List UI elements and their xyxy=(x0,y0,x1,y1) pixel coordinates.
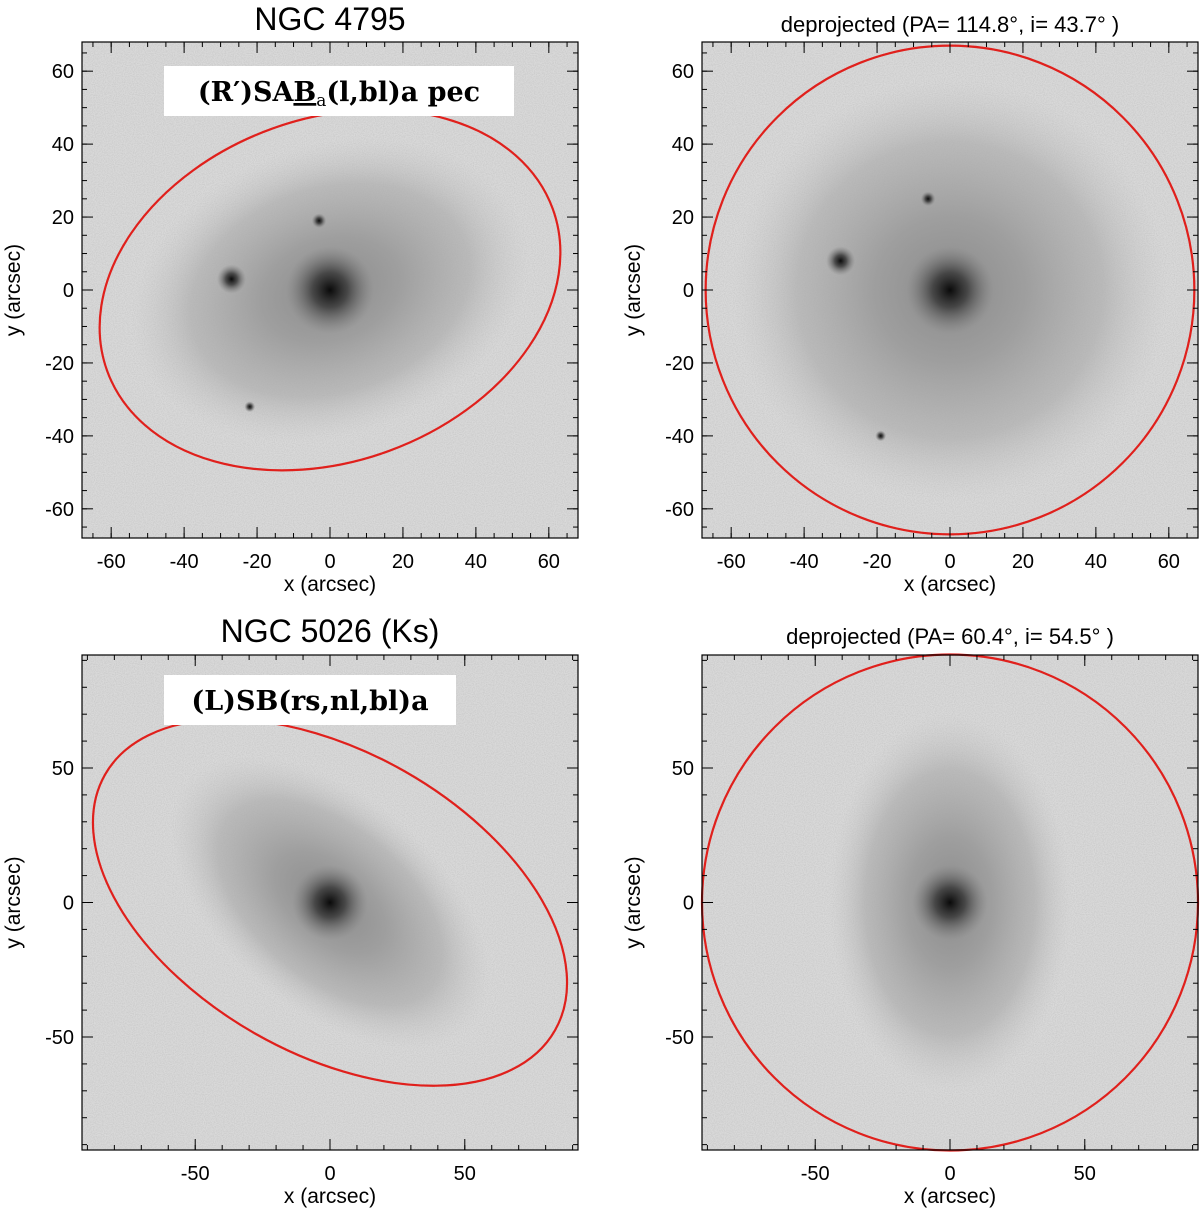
y-tick-label: 0 xyxy=(683,893,694,915)
x-tick-label: 60 xyxy=(538,551,560,573)
classification-label: (R′)SABa(l,bl)a pec xyxy=(198,77,480,111)
y-tick-label: 20 xyxy=(672,207,694,229)
x-axis-label: x (arcsec) xyxy=(904,573,996,596)
image-source xyxy=(216,264,247,294)
classification-prefix: (L)SB(rs,nl,bl)a xyxy=(191,686,428,717)
classification-box xyxy=(164,675,456,725)
x-tick-label: -50 xyxy=(801,1163,830,1185)
y-tick-label: -60 xyxy=(45,499,74,521)
y-tick-label: -40 xyxy=(45,426,74,448)
x-tick-label: -60 xyxy=(717,551,746,573)
fit-ellipse xyxy=(98,108,562,472)
y-tick-label: -50 xyxy=(665,1027,694,1049)
y-tick-label: 0 xyxy=(63,893,74,915)
classification-bar-subscript: a xyxy=(316,91,326,111)
panel-title: deprojected (PA= 114.8°, i= 43.7° ) xyxy=(781,12,1119,37)
classification-box xyxy=(164,66,514,116)
x-tick-label: -50 xyxy=(181,1163,210,1185)
image-source xyxy=(244,401,256,413)
y-tick-label: -40 xyxy=(665,426,694,448)
y-tick-label: 40 xyxy=(52,134,74,156)
x-axis-label: x (arcsec) xyxy=(284,1185,376,1208)
image-source xyxy=(311,213,327,229)
x-axis-label: x (arcsec) xyxy=(284,573,376,596)
galaxy-nucleus xyxy=(286,246,374,334)
x-tick-label: 0 xyxy=(944,551,955,573)
classification-prefix: (R′)SA xyxy=(198,77,295,108)
y-tick-label: 40 xyxy=(672,134,694,156)
x-tick-label: 50 xyxy=(1074,1163,1096,1185)
panel-ngc4795-deprojected: -60 -40 -20 0 20 40 60 -60 -40 -20 0 20 40 60 x (arcse… xyxy=(622,12,1199,596)
x-tick-label: 60 xyxy=(1158,551,1180,573)
panel-title: NGC 4795 xyxy=(254,1,405,37)
x-tick-label: 40 xyxy=(465,551,487,573)
classification-suffix: (l,bl)a pec xyxy=(326,77,480,108)
y-tick-label: 20 xyxy=(52,207,74,229)
x-tick-label: -60 xyxy=(97,551,126,573)
y-tick-label: -20 xyxy=(45,353,74,375)
x-tick-label: 50 xyxy=(454,1163,476,1185)
x-tick-label: -20 xyxy=(863,551,892,573)
galaxy-image xyxy=(82,42,578,538)
x-tick-label: 0 xyxy=(944,1163,955,1185)
image-source xyxy=(826,246,856,276)
y-tick-label: 50 xyxy=(672,758,694,780)
panel-title: NGC 5026 (Ks) xyxy=(221,613,440,649)
galaxy-image xyxy=(702,655,1198,1150)
classification-bar: B xyxy=(293,77,316,108)
panel-title: deprojected (PA= 60.4°, i= 54.5° ) xyxy=(786,624,1114,649)
y-axis-label: y (arcsec) xyxy=(622,856,645,948)
panel-ngc5026-observed: -50 0 50 -50 0 50 x (arcsec) y (arcsec) NGC 5026… xyxy=(2,613,579,1208)
y-tick-label: -20 xyxy=(665,353,694,375)
y-tick-label: 0 xyxy=(63,280,74,302)
x-tick-label: -40 xyxy=(170,551,199,573)
y-tick-label: 60 xyxy=(52,61,74,83)
x-tick-label: 20 xyxy=(392,551,414,573)
x-tick-label: 0 xyxy=(324,1163,335,1185)
y-axis-label: y (arcsec) xyxy=(622,244,645,336)
y-axis-label: y (arcsec) xyxy=(2,244,25,336)
galaxy-image xyxy=(702,42,1198,538)
panel-ngc4795-observed: -60 -40 -20 0 20 40 60 -60 -40 -20 0 20 40 60 x (arcse… xyxy=(2,1,579,596)
galaxy-nucleus xyxy=(292,864,368,941)
x-tick-label: -20 xyxy=(243,551,272,573)
x-tick-label: -40 xyxy=(790,551,819,573)
y-tick-label: 0 xyxy=(683,280,694,302)
galaxy-image xyxy=(82,655,578,1150)
x-tick-label: 20 xyxy=(1012,551,1034,573)
galaxy-nucleus xyxy=(912,864,988,941)
panel-ngc5026-deprojected: -50 0 50 -50 0 50 x (arcsec) y (arcsec) deprojec… xyxy=(622,624,1200,1208)
classification-label: (L)SB(rs,nl,bl)a xyxy=(191,686,428,717)
x-axis-label: x (arcsec) xyxy=(904,1185,996,1208)
fit-ellipse xyxy=(91,718,569,1087)
image-source xyxy=(875,430,887,442)
y-tick-label: 50 xyxy=(52,758,74,780)
x-tick-label: 0 xyxy=(324,551,335,573)
galaxy-nucleus xyxy=(906,246,994,334)
x-tick-label: 40 xyxy=(1085,551,1107,573)
y-tick-label: -50 xyxy=(45,1027,74,1049)
y-tick-label: 60 xyxy=(672,61,694,83)
y-axis-label: y (arcsec) xyxy=(2,856,25,948)
y-tick-label: -60 xyxy=(665,499,694,521)
image-source xyxy=(920,191,936,207)
